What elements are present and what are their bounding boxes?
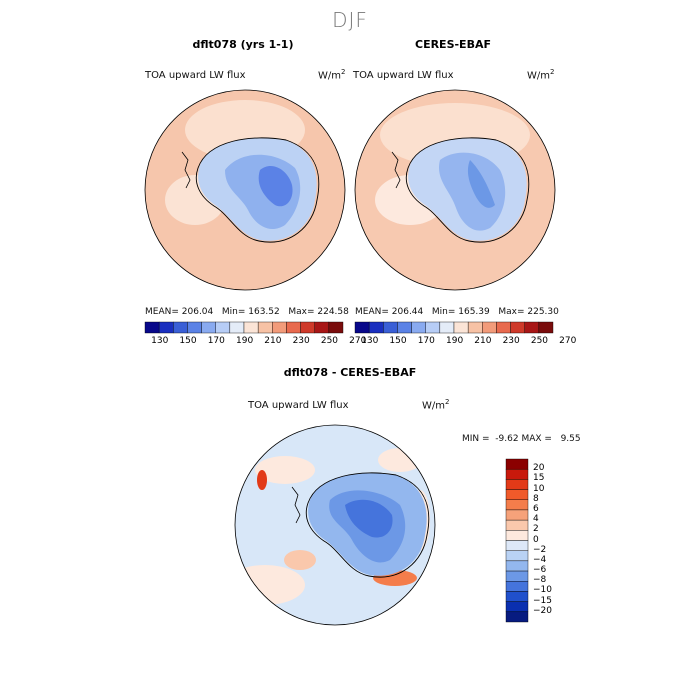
colorbar-diff-swatch bbox=[505, 530, 529, 541]
colorbar-diff-tick-label: −15 bbox=[533, 595, 552, 606]
colorbar-diff-swatch bbox=[505, 489, 529, 500]
panel-model-units: W/m2 bbox=[318, 68, 346, 82]
colorbar-diff-swatch bbox=[505, 591, 529, 602]
colorbar-top-swatch bbox=[215, 321, 231, 334]
colorbar-top-swatch bbox=[538, 321, 554, 334]
colorbar-diff-swatch bbox=[505, 611, 529, 623]
colorbar-top-tick-label: 270 bbox=[349, 336, 367, 346]
colorbar-diff-tick-label: 20 bbox=[533, 463, 545, 474]
colorbar-diff-swatch bbox=[505, 458, 529, 470]
colorbar-top-tick-label: 170 bbox=[207, 336, 225, 346]
map-obs bbox=[355, 90, 555, 290]
colorbar-diff-tick-label: −6 bbox=[533, 565, 547, 576]
colorbar-top-tick-label: 170 bbox=[417, 336, 435, 346]
panel-title-diff: dflt078 - CERES-EBAF bbox=[283, 366, 417, 379]
colorbar-top-tick-label: 270 bbox=[559, 336, 577, 346]
colorbar-diff-swatch bbox=[505, 550, 529, 562]
colorbar-top-swatch bbox=[510, 321, 525, 334]
colorbar-top-swatch bbox=[272, 321, 287, 334]
colorbar-diff bbox=[505, 458, 529, 623]
colorbar-top-swatch bbox=[397, 321, 412, 334]
colorbar-top-tick-label: 190 bbox=[446, 336, 464, 346]
colorbar-top-swatch bbox=[201, 321, 216, 334]
colorbar-diff-swatch bbox=[505, 499, 529, 511]
colorbar-top-swatch bbox=[300, 321, 315, 334]
colorbar-top-tick-label: 190 bbox=[236, 336, 254, 346]
panel-title-model: dflt078 (yrs 1-1) bbox=[192, 38, 294, 51]
colorbar-diff-tick-label: −20 bbox=[533, 605, 552, 616]
colorbar-diff-swatch bbox=[505, 570, 529, 582]
panel-diff-units: W/m2 bbox=[422, 398, 450, 412]
colorbar-top-swatch bbox=[496, 321, 511, 334]
colorbar-diff-swatch bbox=[505, 509, 529, 521]
colorbar-top-swatch bbox=[173, 321, 188, 334]
colorbar-diff-tick-label: −2 bbox=[533, 544, 547, 555]
colorbar-top-swatch bbox=[229, 321, 245, 334]
colorbar-diff-tick-label: −4 bbox=[533, 554, 547, 565]
colorbar-diff-tick-label: −8 bbox=[533, 575, 547, 586]
colorbar-diff-tick-label: 4 bbox=[533, 514, 539, 525]
colorbar-top-tick-label: 250 bbox=[530, 336, 549, 346]
colorbar-top-swatch bbox=[243, 321, 259, 334]
colorbar-diff-swatch bbox=[505, 540, 529, 551]
colorbar-top-swatch bbox=[467, 321, 483, 334]
colorbar-top bbox=[144, 321, 554, 334]
colorbar-top-tick-label: 230 bbox=[292, 336, 310, 346]
panel-diff-variable: TOA upward LW flux bbox=[248, 400, 349, 411]
colorbar-diff-tick-label: 10 bbox=[533, 483, 545, 494]
colorbar-top-swatch bbox=[257, 321, 273, 334]
colorbar-top-swatch bbox=[187, 321, 202, 334]
colorbar-diff-swatch bbox=[505, 581, 529, 592]
colorbar-top-swatch bbox=[524, 321, 540, 334]
colorbar-top-swatch bbox=[286, 321, 301, 334]
colorbar-diff-tick-label: 6 bbox=[533, 503, 539, 514]
colorbar-diff-swatch bbox=[505, 468, 529, 480]
colorbar-top-tick-label: 210 bbox=[264, 336, 282, 346]
colorbar-diff-tick-label: −10 bbox=[533, 585, 552, 596]
colorbar-top-tick-label: 150 bbox=[179, 336, 197, 346]
colorbar-top-swatch bbox=[354, 321, 370, 334]
colorbar-diff-tick-label: 15 bbox=[533, 473, 545, 484]
map-diff bbox=[235, 425, 435, 625]
colorbar-top-swatch bbox=[144, 321, 160, 334]
colorbar-top-tick-label: 130 bbox=[361, 336, 379, 346]
colorbar-diff-swatch bbox=[505, 479, 529, 490]
colorbar-top-swatch bbox=[383, 321, 398, 334]
colorbar-diff-tick-label: 2 bbox=[533, 524, 539, 535]
panel-diff-stats: MIN = -9.62 MAX = 9.55 bbox=[462, 434, 581, 444]
season-title: DJF bbox=[332, 8, 368, 32]
colorbar-top-tick-label: 150 bbox=[389, 336, 407, 346]
colorbar-top-swatch bbox=[482, 321, 497, 334]
colorbar-diff-tick-label: 0 bbox=[533, 534, 539, 545]
colorbar-top-tick-label: 250 bbox=[320, 336, 339, 346]
panel-obs-units: W/m2 bbox=[527, 68, 555, 82]
colorbar-top-swatch bbox=[314, 321, 330, 334]
panel-title-obs: CERES-EBAF bbox=[415, 38, 491, 51]
colorbar-diff-swatch bbox=[505, 519, 529, 531]
colorbar-top-tick-label: 130 bbox=[151, 336, 169, 346]
colorbar-top-swatch bbox=[368, 321, 384, 334]
panel-obs-variable: TOA upward LW flux bbox=[353, 70, 454, 81]
colorbar-top-swatch bbox=[411, 321, 426, 334]
colorbar-top-swatch bbox=[439, 321, 455, 334]
panel-model-stats: MEAN= 206.04 Min= 163.52 Max= 224.58 bbox=[145, 307, 349, 317]
colorbar-top-swatch bbox=[453, 321, 469, 334]
colorbar-top-tick-label: 210 bbox=[474, 336, 492, 346]
colorbar-top-tick-label: 230 bbox=[502, 336, 520, 346]
colorbar-diff-swatch bbox=[505, 560, 529, 572]
panel-model-variable: TOA upward LW flux bbox=[145, 70, 246, 81]
colorbar-top-swatch bbox=[158, 321, 174, 334]
colorbar-top-swatch bbox=[328, 321, 344, 334]
colorbar-diff-tick-label: 8 bbox=[533, 493, 539, 504]
map-model bbox=[145, 90, 345, 290]
colorbar-top-swatch bbox=[425, 321, 441, 334]
panel-obs-stats: MEAN= 206.44 Min= 165.39 Max= 225.30 bbox=[355, 307, 559, 317]
colorbar-diff-swatch bbox=[505, 601, 529, 613]
